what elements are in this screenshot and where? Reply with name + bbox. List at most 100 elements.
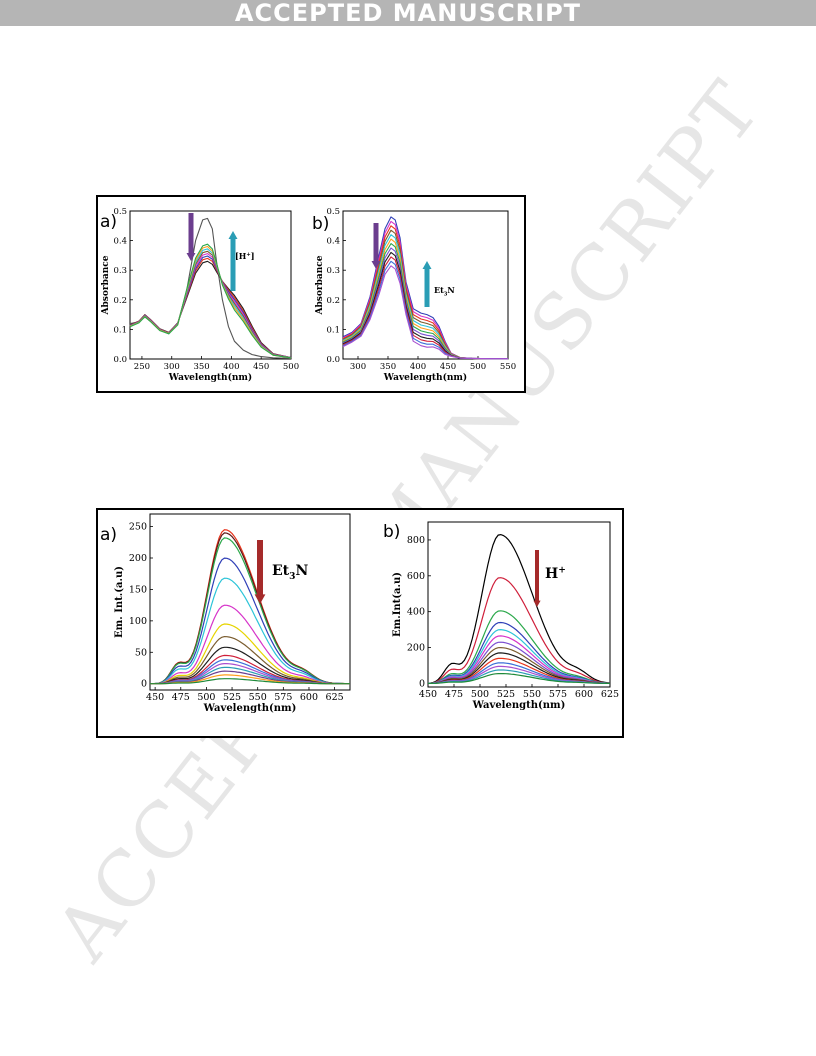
x-tick-label: 625	[601, 689, 619, 700]
x-tick-label: 450	[419, 689, 437, 700]
y-axis-label: Em.Int(a.u)	[392, 572, 403, 637]
series-line-12	[342, 265, 508, 360]
annotation-text-part: Et	[272, 563, 290, 579]
series-line-4	[129, 255, 292, 359]
increase-arrow	[228, 231, 238, 291]
x-tick-label: 450	[440, 362, 456, 372]
emission-curve-14	[428, 673, 610, 684]
y-tick-label: 0	[141, 679, 147, 690]
x-tick-label: 500	[470, 362, 486, 372]
x-tick-label: 500	[283, 362, 299, 372]
annotation-text-part: N	[295, 563, 308, 579]
emission-curve-4	[427, 621, 611, 684]
y-tick-label: 0.2	[326, 296, 340, 306]
annotation-script: 3	[444, 291, 448, 297]
x-tick-label: 625	[326, 692, 344, 703]
quench-arrow	[254, 540, 266, 604]
annotation-script: +	[246, 252, 250, 258]
absorbance-figure-svg: a) 250 300 350 400 450 500 0.0 0.1 0.2 0.3 0.4 0.5 Wa…	[100, 207, 516, 383]
emission-curve-1	[427, 533, 611, 684]
emission-curve-8	[150, 635, 350, 685]
annotation-text-part: [H	[235, 251, 247, 261]
emission-curve-2	[427, 577, 611, 684]
y-tick-label: 50	[135, 647, 147, 658]
y-tick-label: 600	[407, 571, 425, 582]
x-tick-label: 500	[471, 689, 489, 700]
annotation-script: +	[558, 564, 566, 575]
x-tick-label: 475	[445, 689, 463, 700]
x-tick-label: 300	[164, 362, 180, 372]
annotation-text-part: Et	[434, 285, 444, 295]
x-tick-label: 450	[253, 362, 269, 372]
y-tick-label: 0.0	[326, 355, 340, 365]
emission-curve-3	[150, 537, 351, 685]
base-annotation: Et3N	[272, 563, 308, 582]
emission-curve-6	[150, 604, 350, 685]
series-line-9	[129, 243, 292, 359]
quench-arrow	[533, 550, 541, 607]
absorbance-figure: a) 250 300 350 400 450 500 0.0 0.1 0.2 0.3 0.4 0.5 Wa…	[96, 195, 526, 393]
y-tick-label: 200	[129, 553, 147, 564]
x-axis-label: Wavelength(nm)	[168, 372, 252, 383]
x-tick-label: 250	[134, 362, 150, 372]
emission-curve-3	[427, 610, 611, 684]
y-tick-label: 0.1	[113, 325, 127, 335]
y-tick-label: 0.4	[326, 237, 340, 247]
x-tick-label: 550	[249, 692, 267, 703]
increase-arrow	[422, 261, 432, 307]
y-tick-label: 400	[407, 607, 425, 618]
y-tick-label: 0.4	[113, 237, 127, 247]
x-tick-label: 475	[172, 692, 190, 703]
annotation-text-part: H	[545, 566, 558, 582]
x-tick-label: 550	[523, 689, 541, 700]
plot-frame	[129, 210, 292, 360]
annotation-script: 3	[289, 571, 295, 582]
y-tick-label: 0.2	[113, 296, 127, 306]
emission-curve-5	[150, 577, 350, 685]
decrease-arrow	[371, 223, 381, 269]
series-line-3	[129, 257, 292, 359]
y-tick-label: 200	[407, 643, 425, 654]
plot-frame	[149, 513, 351, 691]
emission-curve-16	[150, 678, 350, 685]
annotation-text-part: ]	[251, 251, 255, 261]
y-tick-label: 150	[129, 584, 147, 595]
x-tick-label: 350	[380, 362, 396, 372]
series-line-2	[129, 260, 292, 359]
x-tick-label: 350	[193, 362, 209, 372]
y-tick-label: 250	[129, 522, 147, 533]
acid-annotation: [H+]	[235, 251, 255, 261]
banner-text: ACCEPTED MANUSCRIPT	[234, 0, 582, 27]
y-tick-label: 0.1	[326, 325, 340, 335]
x-tick-label: 575	[274, 692, 292, 703]
x-axis-label: Wavelength(nm)	[383, 372, 467, 383]
y-tick-label: 0	[419, 678, 425, 689]
y-axis-label: Absorbance	[101, 255, 111, 315]
x-tick-label: 525	[223, 692, 241, 703]
x-tick-label: 400	[410, 362, 426, 372]
panel-label: b)	[312, 214, 329, 234]
emission-figure-svg: a) 450 475 500 525 550 575 600 625 0 50 100 150 200 25…	[100, 513, 619, 714]
emission-curve-2	[150, 532, 350, 685]
x-tick-label: 450	[146, 692, 164, 703]
y-tick-label: 0.3	[326, 266, 340, 276]
x-tick-label: 600	[300, 692, 318, 703]
panel-label: a)	[100, 212, 117, 232]
y-tick-label: 100	[129, 616, 147, 627]
series-line-7	[129, 248, 292, 359]
x-tick-label: 500	[197, 692, 215, 703]
x-tick-label: 550	[500, 362, 516, 372]
x-tick-label: 300	[350, 362, 366, 372]
x-tick-label: 525	[497, 689, 515, 700]
acid-annotation: H+	[545, 564, 566, 582]
series-line-6	[129, 250, 292, 359]
emission-curve-4	[150, 557, 351, 685]
x-tick-label: 400	[223, 362, 239, 372]
y-axis-label: Absorbance	[315, 255, 325, 315]
x-tick-label: 575	[549, 689, 567, 700]
y-axis-label: Em. Int.(a.u)	[114, 566, 125, 638]
series-line-5	[129, 253, 292, 359]
series-line-1	[129, 217, 292, 359]
base-annotation: Et3N	[434, 285, 455, 297]
x-tick-label: 600	[575, 689, 593, 700]
